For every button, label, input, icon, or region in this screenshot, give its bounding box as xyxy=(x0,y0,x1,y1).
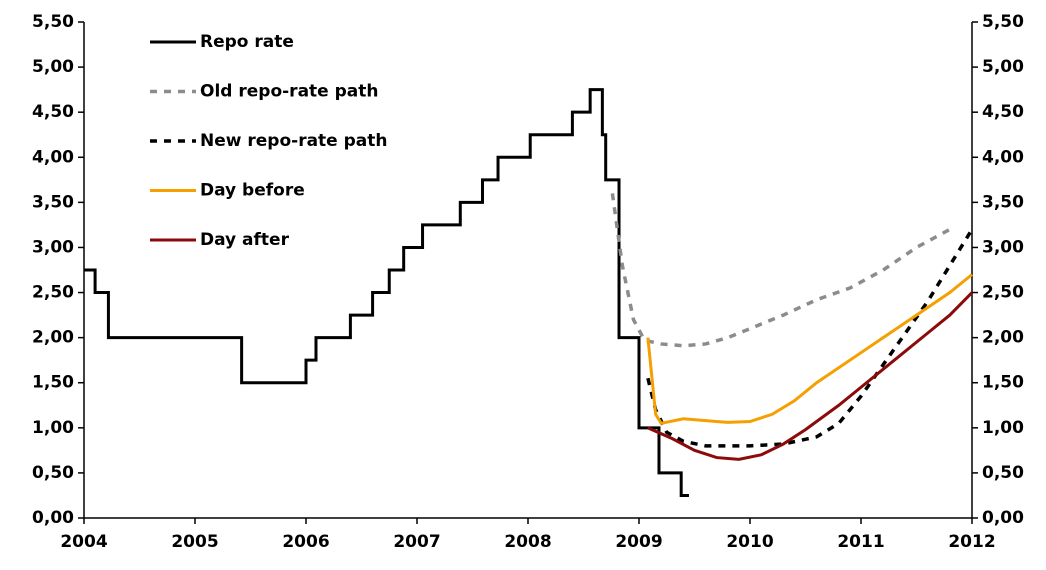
x-tick-label: 2007 xyxy=(393,532,440,552)
x-tick-label: 2010 xyxy=(726,532,773,552)
y-tick-label: 3,00 xyxy=(32,237,74,257)
x-tick-label: 2009 xyxy=(615,532,662,552)
x-tick-label: 2005 xyxy=(171,532,218,552)
y-tick-label: 3,50 xyxy=(32,192,74,212)
legend-label: New repo-rate path xyxy=(200,131,388,151)
y-tick-label: 1,50 xyxy=(32,373,74,393)
y-tick-label: 2,50 xyxy=(32,283,74,303)
x-tick-label: 2012 xyxy=(948,532,995,552)
legend-label: Day before xyxy=(200,181,305,201)
y2-tick-label: 2,50 xyxy=(982,283,1024,303)
y-tick-label: 1,00 xyxy=(32,418,74,438)
y-tick-label: 5,50 xyxy=(32,12,74,32)
legend-label: Day after xyxy=(200,230,290,250)
legend-label: Repo rate xyxy=(200,32,294,52)
y2-tick-label: 3,00 xyxy=(982,237,1024,257)
series-line xyxy=(646,273,973,425)
x-tick-label: 2004 xyxy=(60,532,107,552)
series-line xyxy=(610,193,951,348)
y2-tick-label: 5,00 xyxy=(982,57,1024,77)
y2-tick-label: 0,50 xyxy=(982,463,1024,483)
y-tick-label: 0,00 xyxy=(32,508,74,528)
y-tick-label: 5,00 xyxy=(32,57,74,77)
legend-label: Old repo-rate path xyxy=(200,82,378,102)
series-line xyxy=(84,88,689,497)
y2-tick-label: 5,50 xyxy=(982,12,1024,32)
y-tick-label: 4,50 xyxy=(32,102,74,122)
y-tick-label: 2,00 xyxy=(32,328,74,348)
y2-tick-label: 1,50 xyxy=(982,373,1024,393)
series-line xyxy=(646,228,974,448)
y2-tick-label: 4,50 xyxy=(982,102,1024,122)
y2-tick-label: 4,00 xyxy=(982,147,1024,167)
x-tick-label: 2008 xyxy=(504,532,551,552)
y-tick-label: 0,50 xyxy=(32,463,74,483)
y2-tick-label: 0,00 xyxy=(982,508,1024,528)
y2-tick-label: 2,00 xyxy=(982,328,1024,348)
series-line xyxy=(647,291,974,461)
y2-tick-label: 3,50 xyxy=(982,192,1024,212)
y2-tick-label: 1,00 xyxy=(982,418,1024,438)
x-tick-label: 2006 xyxy=(282,532,329,552)
y-tick-label: 4,00 xyxy=(32,147,74,167)
x-tick-label: 2011 xyxy=(837,532,884,552)
